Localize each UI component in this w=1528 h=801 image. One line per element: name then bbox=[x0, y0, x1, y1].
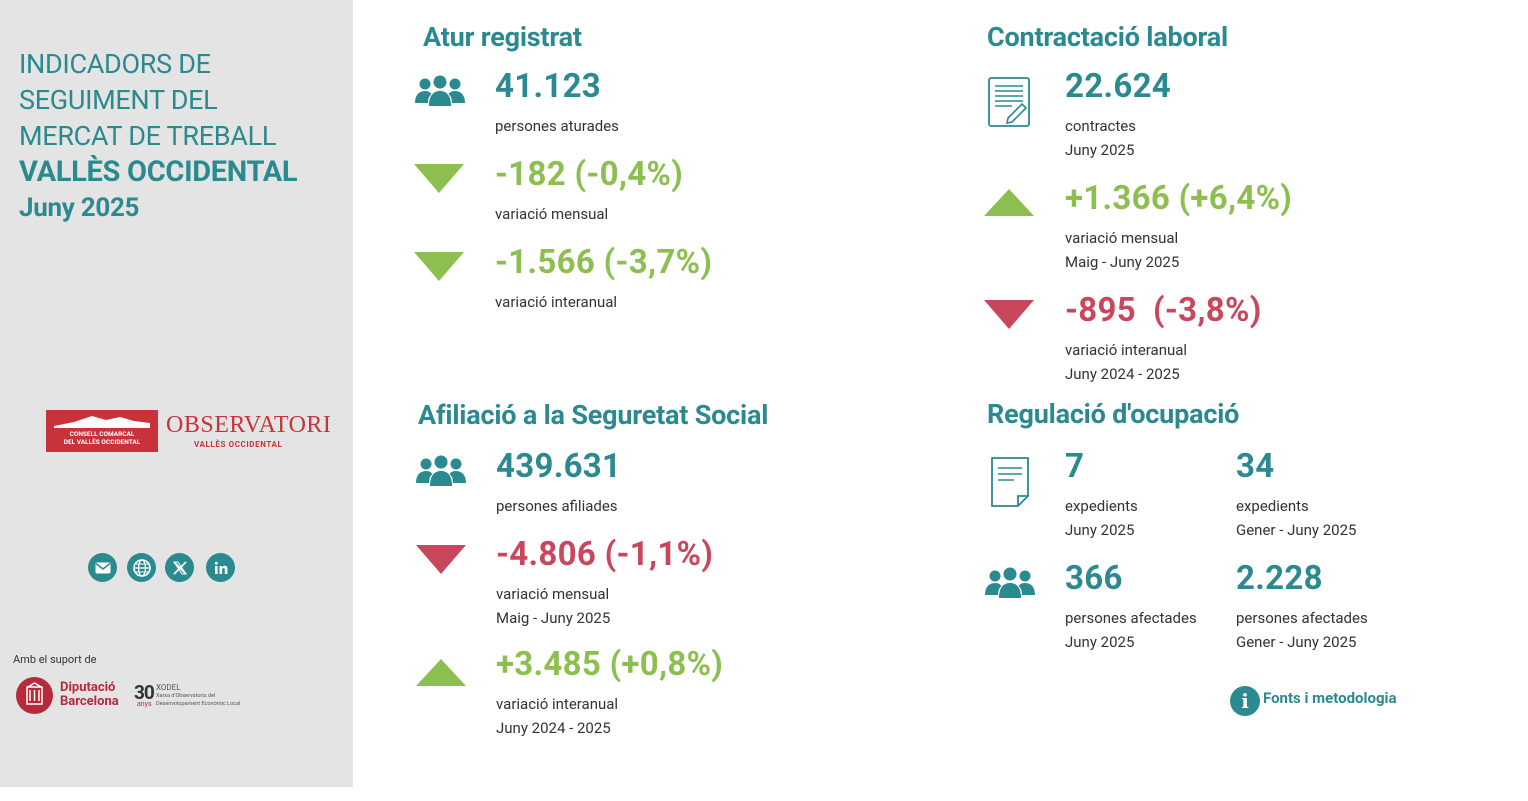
afiliacio-monthly-value: -4.806 (-1,1%) bbox=[496, 535, 714, 574]
regulacio-pers-month-period: Juny 2025 bbox=[1065, 633, 1135, 651]
observatori-wordmark: OBSERVATORI bbox=[166, 412, 332, 438]
x-icon[interactable] bbox=[165, 553, 194, 582]
atur-yearly-label: variació interanual bbox=[495, 293, 618, 311]
atur-monthly-value: -182 (-0,4%) bbox=[495, 155, 684, 194]
contract-document-icon bbox=[988, 77, 1030, 127]
regulacio-exp-ytd-label: expedients bbox=[1236, 497, 1309, 515]
afiliacio-value: 439.631 bbox=[496, 447, 622, 486]
afiliacio-monthly-period: Maig - Juny 2025 bbox=[496, 609, 611, 627]
down-triangle-icon bbox=[416, 545, 466, 574]
regulacio-exp-month-period: Juny 2025 bbox=[1065, 521, 1135, 539]
contractacio-yearly-value: -895 (-3,8%) bbox=[1065, 291, 1262, 330]
years-unit: anys bbox=[137, 700, 152, 708]
contractacio-monthly-value: +1.366 (+6,4%) bbox=[1065, 179, 1293, 218]
people-icon bbox=[416, 455, 466, 486]
observatori-subtitle: VALLÈS OCCIDENTAL bbox=[194, 440, 283, 449]
up-triangle-icon bbox=[984, 189, 1034, 216]
fonts-metodologia-link[interactable]: Fonts i metodologia bbox=[1263, 689, 1397, 707]
contractacio-yearly-period: Juny 2024 - 2025 bbox=[1065, 365, 1180, 383]
diputacio-logo[interactable]: Diputació Barcelona 30 anys XODEL Xarxa … bbox=[16, 677, 246, 717]
period-title: Juny 2025 bbox=[19, 193, 140, 223]
afiliacio-monthly-label: variació mensual bbox=[496, 585, 610, 603]
contractacio-value-period: Juny 2025 bbox=[1065, 141, 1135, 159]
mail-icon[interactable] bbox=[88, 553, 117, 582]
regulacio-pers-month-label: persones afectades bbox=[1065, 609, 1197, 627]
afiliacio-title: Afiliació a la Seguretat Social bbox=[418, 399, 769, 431]
region-title: VALLÈS OCCIDENTAL bbox=[19, 155, 298, 189]
sidebar: INDICADORS DE SEGUIMENT DEL MERCAT DE TR… bbox=[0, 0, 353, 787]
title-line-2: SEGUIMENT DEL bbox=[19, 84, 218, 116]
consell-line-1: CONSELL COMARCAL bbox=[69, 430, 135, 438]
title-line-3: MERCAT DE TREBALL bbox=[19, 120, 277, 152]
contractacio-value: 22.624 bbox=[1065, 67, 1172, 106]
document-icon bbox=[991, 457, 1029, 507]
globe-icon[interactable] bbox=[127, 553, 156, 582]
afiliacio-value-label: persones afiliades bbox=[496, 497, 618, 515]
atur-value-label: persones aturades bbox=[495, 117, 619, 135]
regulacio-exp-month-label: expedients bbox=[1065, 497, 1138, 515]
consell-line-2: DEL VALLÈS OCCIDENTAL bbox=[63, 438, 141, 446]
contractacio-monthly-period: Maig - Juny 2025 bbox=[1065, 253, 1180, 271]
mountain-icon bbox=[54, 416, 150, 428]
regulacio-pers-ytd-period: Gener - Juny 2025 bbox=[1236, 633, 1357, 651]
afiliacio-yearly-period: Juny 2024 - 2025 bbox=[496, 719, 611, 737]
diputacio-line-2: Barcelona bbox=[60, 694, 119, 709]
atur-monthly-label: variació mensual bbox=[495, 205, 609, 223]
diputacio-name: Diputació Barcelona bbox=[60, 681, 119, 709]
atur-title: Atur registrat bbox=[423, 21, 582, 53]
regulacio-pers-ytd-label: persones afectades bbox=[1236, 609, 1368, 627]
atur-yearly-value: -1.566 (-3,7%) bbox=[495, 243, 713, 282]
contractacio-monthly-label: variació mensual bbox=[1065, 229, 1179, 247]
linkedin-icon[interactable] bbox=[206, 553, 235, 582]
afiliacio-yearly-value: +3.485 (+0,8%) bbox=[496, 645, 724, 684]
years-badge: 30 bbox=[134, 681, 155, 704]
down-triangle-icon bbox=[984, 300, 1034, 329]
info-icon[interactable]: i bbox=[1230, 686, 1260, 716]
regulacio-title: Regulació d'ocupació bbox=[987, 398, 1240, 430]
xodel-logo: XODEL Xarxa d'Observatoris del Desenvolu… bbox=[156, 684, 240, 708]
support-label: Amb el suport de bbox=[13, 653, 97, 666]
diputacio-line-1: Diputació bbox=[60, 680, 116, 695]
regulacio-exp-month-value: 7 bbox=[1065, 447, 1085, 486]
regulacio-exp-ytd-period: Gener - Juny 2025 bbox=[1236, 521, 1357, 539]
down-triangle-icon bbox=[414, 164, 464, 193]
contractacio-title: Contractació laboral bbox=[987, 21, 1228, 53]
consell-comarcal-logo: CONSELL COMARCAL DEL VALLÈS OCCIDENTAL bbox=[46, 410, 158, 452]
afiliacio-yearly-label: variació interanual bbox=[496, 695, 619, 713]
contractacio-yearly-label: variació interanual bbox=[1065, 341, 1188, 359]
regulacio-pers-ytd-value: 2.228 bbox=[1236, 559, 1323, 598]
diputacio-seal-icon bbox=[16, 677, 53, 714]
atur-value: 41.123 bbox=[495, 67, 602, 106]
xodel-name: XODEL bbox=[156, 683, 181, 692]
xodel-line-1: Xarxa d'Observatoris del bbox=[156, 693, 216, 699]
observatori-logo[interactable]: CONSELL COMARCAL DEL VALLÈS OCCIDENTAL O… bbox=[46, 410, 331, 454]
up-triangle-icon bbox=[416, 659, 466, 686]
contractacio-value-label: contractes bbox=[1065, 117, 1137, 135]
regulacio-exp-ytd-value: 34 bbox=[1236, 447, 1275, 486]
xodel-line-2: Desenvolupament Econòmic Local bbox=[156, 701, 241, 707]
down-triangle-icon bbox=[414, 252, 464, 281]
sidebar-title: INDICADORS DE SEGUIMENT DEL MERCAT DE TR… bbox=[19, 46, 349, 226]
regulacio-pers-month-value: 366 bbox=[1065, 559, 1123, 598]
title-line-1: INDICADORS DE bbox=[19, 48, 211, 80]
people-icon bbox=[985, 567, 1035, 598]
people-icon bbox=[415, 75, 465, 106]
